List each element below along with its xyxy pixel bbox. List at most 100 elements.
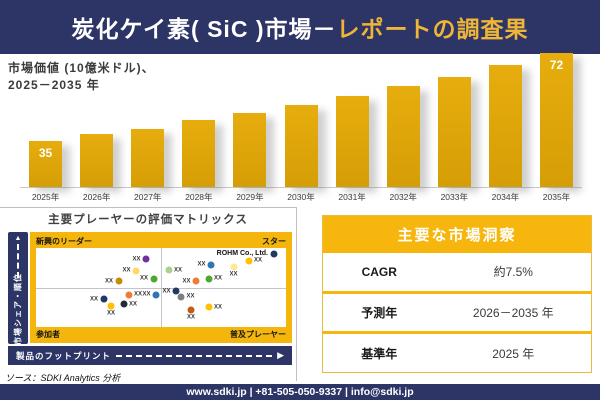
bar — [437, 76, 471, 187]
page-title: 炭化ケイ素( SiC )市場－ — [71, 16, 337, 42]
matrix-point-label: XX — [129, 301, 138, 308]
bar — [284, 105, 318, 187]
bar-column: 35 — [20, 53, 71, 187]
matrix-point: XX — [90, 295, 107, 303]
x-axis-label: 2031年 — [338, 192, 366, 202]
matrix-point: XX — [165, 266, 182, 274]
insights-table: 主要な市場洞察 CAGR 約7.5% 予測年 2026－2035 年 基準年 2… — [322, 215, 592, 373]
source-note: ソース：SDKI Analytics 分析 — [5, 373, 121, 383]
matrix-point-label: XX — [122, 267, 131, 274]
x-axis-label: 2030年 — [287, 192, 315, 202]
bar-column — [173, 53, 224, 187]
footer-bar: www.sdki.jp | +81-505-050-9337 | info@sd… — [0, 384, 600, 400]
header-banner: 炭化ケイ素( SiC )市場－ レポートの調査果 — [0, 0, 600, 54]
table-row: CAGR 約7.5% — [323, 253, 591, 294]
dashed-line-vertical — [17, 244, 19, 278]
row-label-forecast-years: 予測年 — [361, 306, 398, 320]
matrix-point-label: XX — [89, 296, 98, 303]
bar-column — [71, 53, 122, 187]
bar — [131, 129, 165, 187]
table-row: 基準年 2025 年 — [323, 334, 591, 372]
chart-caption: 市場価値 (10億米ドル)、 2025－2035 年 — [8, 60, 155, 95]
matrix-box: 新興のリーダー スター XX XX XX XX ROHM Co., Ltd. XX XX XX… — [30, 232, 292, 343]
bar — [386, 86, 420, 187]
matrix-point-company-label: ROHM Co., Ltd. — [216, 250, 268, 258]
quadrant-label-pervasive-players: 普及プレーヤー — [230, 329, 286, 339]
x-axis-label: 2026年 — [82, 192, 111, 202]
matrix-point: XX — [187, 306, 195, 321]
x-axis-label: 2027年 — [134, 192, 162, 202]
matrix-point-label: XX — [254, 257, 263, 264]
row-label-base-year: 基準年 — [361, 346, 398, 361]
matrix-point: XX — [162, 287, 180, 295]
bar-data-label: 35 — [38, 146, 53, 161]
bar-column — [275, 53, 326, 187]
table-row: 予測年 2026－2035 年 — [323, 294, 591, 335]
matrix-y-axis: ▲ 市場シェア・順位 — [8, 232, 28, 346]
bar-column — [122, 53, 173, 187]
section-divider-horizontal — [0, 207, 297, 208]
matrix-point-label: XX — [197, 261, 206, 268]
bar — [335, 95, 369, 187]
bar: 35 — [29, 141, 63, 187]
section-divider-vertical — [296, 207, 297, 381]
matrix-point: XX — [140, 275, 157, 283]
row-label-cagr: CAGR — [361, 264, 397, 279]
bar-column — [429, 53, 480, 187]
matrix-point-label: XX — [174, 267, 183, 274]
bar-column — [480, 53, 531, 187]
quadrant-label-participants: 参加者 — [36, 329, 60, 339]
matrix-point: XX — [107, 302, 115, 317]
x-axis-label: 2032年 — [389, 192, 417, 202]
bar-column — [327, 53, 378, 187]
matrix-point: XX — [229, 263, 238, 277]
matrix-x-axis: 製品のフットプリント ▶ — [8, 346, 292, 365]
x-axis-label: 2025年 — [31, 192, 60, 202]
bar-chart: 35 72 — [20, 52, 582, 188]
bar — [233, 112, 267, 187]
matrix-x-axis-label: 製品のフットプリント — [16, 350, 112, 361]
x-axis-label: 2034年 — [491, 192, 520, 202]
row-value-base-year: 2025 年 — [492, 346, 535, 361]
quadrant-label-stars: スター — [262, 236, 286, 246]
page-title-accent: レポートの調査果 — [336, 16, 529, 42]
matrix-title: 主要プレーヤーの評価マトリックス — [48, 214, 248, 226]
matrix-point-label: XX — [186, 293, 195, 300]
x-axis-label: 2029年 — [236, 192, 264, 202]
matrix-point: XX — [197, 261, 215, 269]
arrow-up-icon: ▲ — [14, 235, 22, 242]
matrix-point-label: XX — [142, 291, 151, 298]
matrix-point: XX — [205, 303, 222, 311]
chart-caption-line1: 市場価値 (10億米ドル)、 — [8, 61, 155, 75]
matrix-point-label: XX — [214, 304, 223, 311]
matrix-point: XX — [122, 267, 140, 275]
bar-column — [378, 53, 429, 187]
bar: 72 — [539, 52, 573, 187]
row-value-cagr: 約7.5% — [493, 265, 533, 280]
matrix-point: XX — [245, 257, 262, 265]
matrix-point: XX — [142, 291, 160, 299]
matrix-point: XX — [125, 291, 142, 299]
matrix-point: XX — [132, 255, 150, 263]
matrix-point: ROHM Co., Ltd. — [217, 250, 277, 258]
matrix-point-label: XX — [134, 291, 143, 298]
matrix-point: XX — [120, 300, 137, 308]
matrix-point-label: XX — [186, 314, 196, 321]
bar-column: 72 — [531, 52, 582, 187]
x-axis-labels: 2025年 2026年 2027年 2028年 2029年 2030年 2031年 2032年… — [20, 191, 582, 203]
matrix-point-label: XX — [182, 278, 191, 285]
footer-contact-text: www.sdki.jp | +81-505-050-9337 | info@sd… — [186, 386, 414, 398]
matrix-point: XX — [182, 277, 200, 285]
matrix-point-label: XX — [139, 275, 148, 282]
bar-column — [224, 53, 275, 187]
matrix-point-label: XX — [132, 256, 141, 263]
matrix-y-axis-label: 市場シェア・順位 — [13, 273, 23, 346]
row-value-forecast-years: 2026－2035 年 — [472, 306, 554, 320]
matrix-point-label: XX — [214, 275, 223, 282]
bar — [488, 64, 522, 187]
x-axis-label: 2033年 — [440, 192, 468, 202]
x-axis-label: 2035年 — [542, 192, 571, 202]
quadrant-divider-horizontal — [36, 287, 286, 289]
bar — [182, 119, 216, 187]
